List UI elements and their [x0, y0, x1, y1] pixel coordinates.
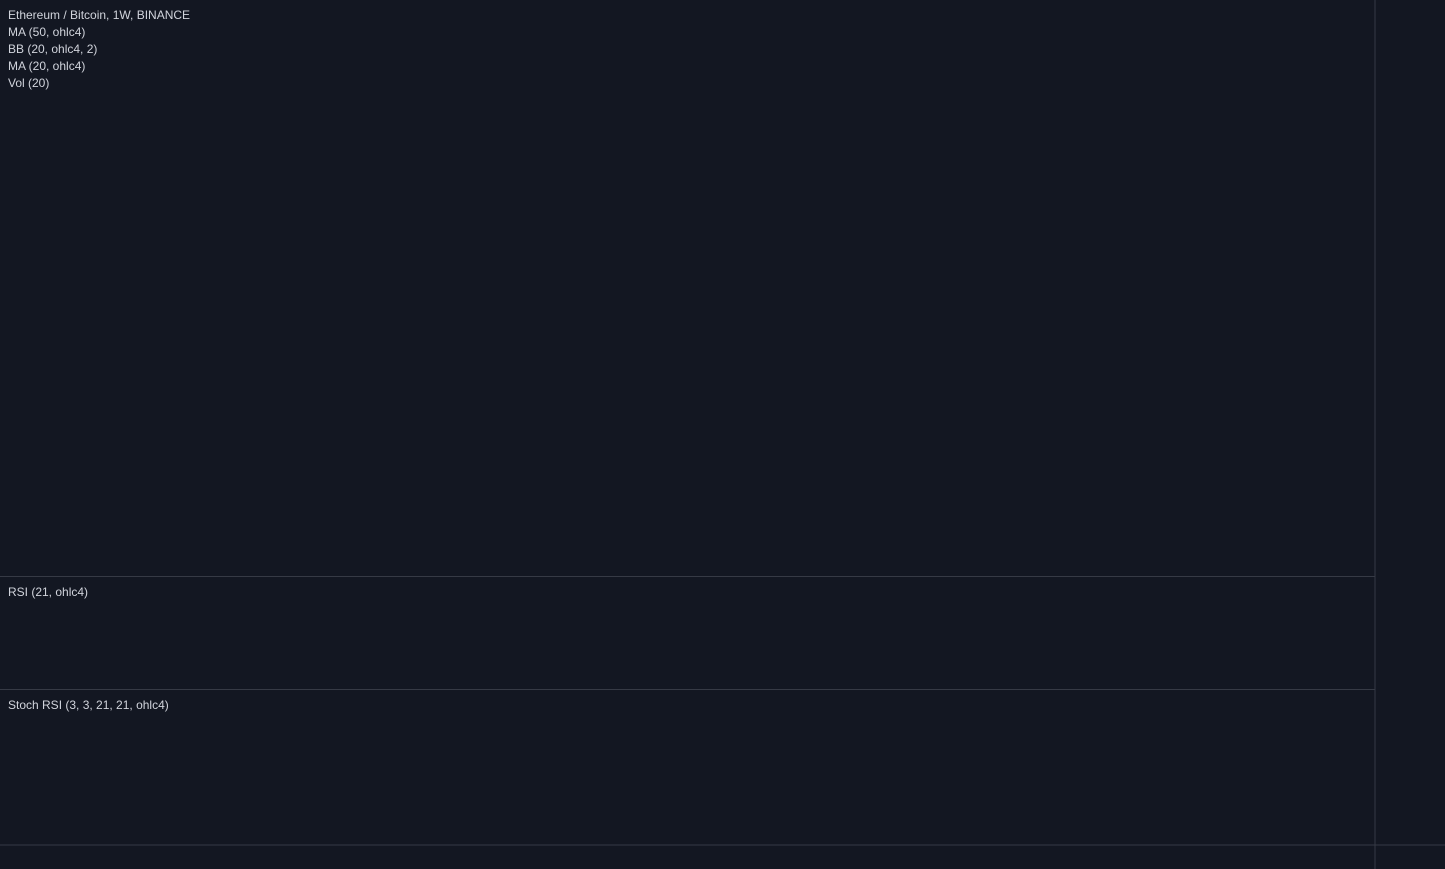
pane-title: RSI (21, ohlc4)	[8, 585, 88, 599]
chart-title: Ethereum / Bitcoin, 1W, BINANCE	[8, 8, 190, 22]
legend-entry: BB (20, ohlc4, 2)	[8, 42, 97, 56]
pane-title: Stoch RSI (3, 3, 21, 21, ohlc4)	[8, 698, 169, 712]
legend-entry: MA (50, ohlc4)	[8, 25, 85, 39]
legend-entry: Vol (20)	[8, 76, 49, 90]
legend-entry: MA (20, ohlc4)	[8, 59, 85, 73]
